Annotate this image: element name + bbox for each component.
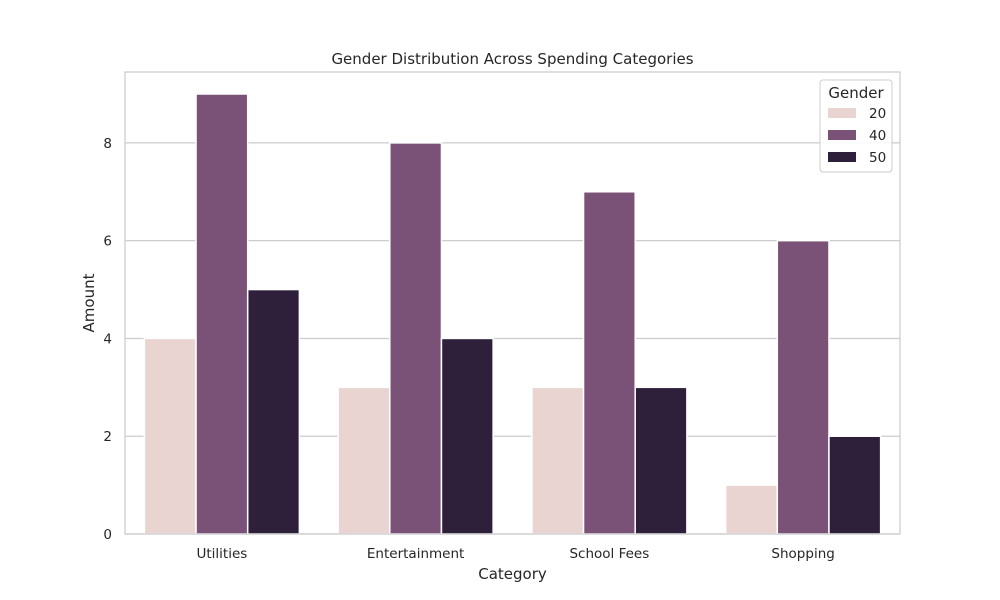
bar-shopping-40 [776,239,830,535]
x-tick-label: School Fees [569,546,649,562]
plot-frame [124,71,901,535]
x-tick-label: Utilities [196,546,247,562]
y-axis-label: Amount [80,273,98,332]
legend-title: Gender [828,84,884,102]
legend: Gender 20 40 50 [819,79,893,173]
x-axis-label: Category [478,565,547,583]
bar-school-fees-20 [531,386,585,535]
y-axis-ticks: 0 2 4 6 8 [103,136,112,543]
bar-entertainment-20 [337,386,391,535]
bars [143,93,882,535]
y-tick-label: 6 [103,234,112,250]
y-tick-label: 8 [103,136,112,152]
x-tick-label: Entertainment [367,546,464,562]
bar-shopping-50 [828,435,882,535]
bar-school-fees-40 [582,191,636,535]
bar-entertainment-40 [389,142,443,535]
x-axis-ticks: Utilities Entertainment School Fees Shoppin… [196,546,834,562]
legend-label: 40 [869,128,886,144]
bar-shopping-20 [724,484,779,535]
y-tick-label: 2 [103,429,112,445]
legend-label: 20 [869,106,886,122]
bar-entertainment-50 [440,337,494,535]
bar-school-fees-50 [634,386,688,535]
y-tick-label: 0 [103,527,112,543]
bar-utilities-50 [246,288,301,535]
chart-title: Gender Distribution Across Spending Cate… [331,50,693,68]
legend-items: 20 40 50 [828,106,886,166]
legend-swatch [828,152,856,162]
legend-swatch [828,130,856,140]
legend-frame [819,79,893,173]
legend-swatch [828,108,856,118]
legend-label: 50 [869,150,886,166]
y-tick-label: 4 [103,331,112,347]
bar-utilities-40 [195,93,249,535]
x-tick-label: Shopping [771,546,834,562]
bar-utilities-20 [143,337,197,535]
